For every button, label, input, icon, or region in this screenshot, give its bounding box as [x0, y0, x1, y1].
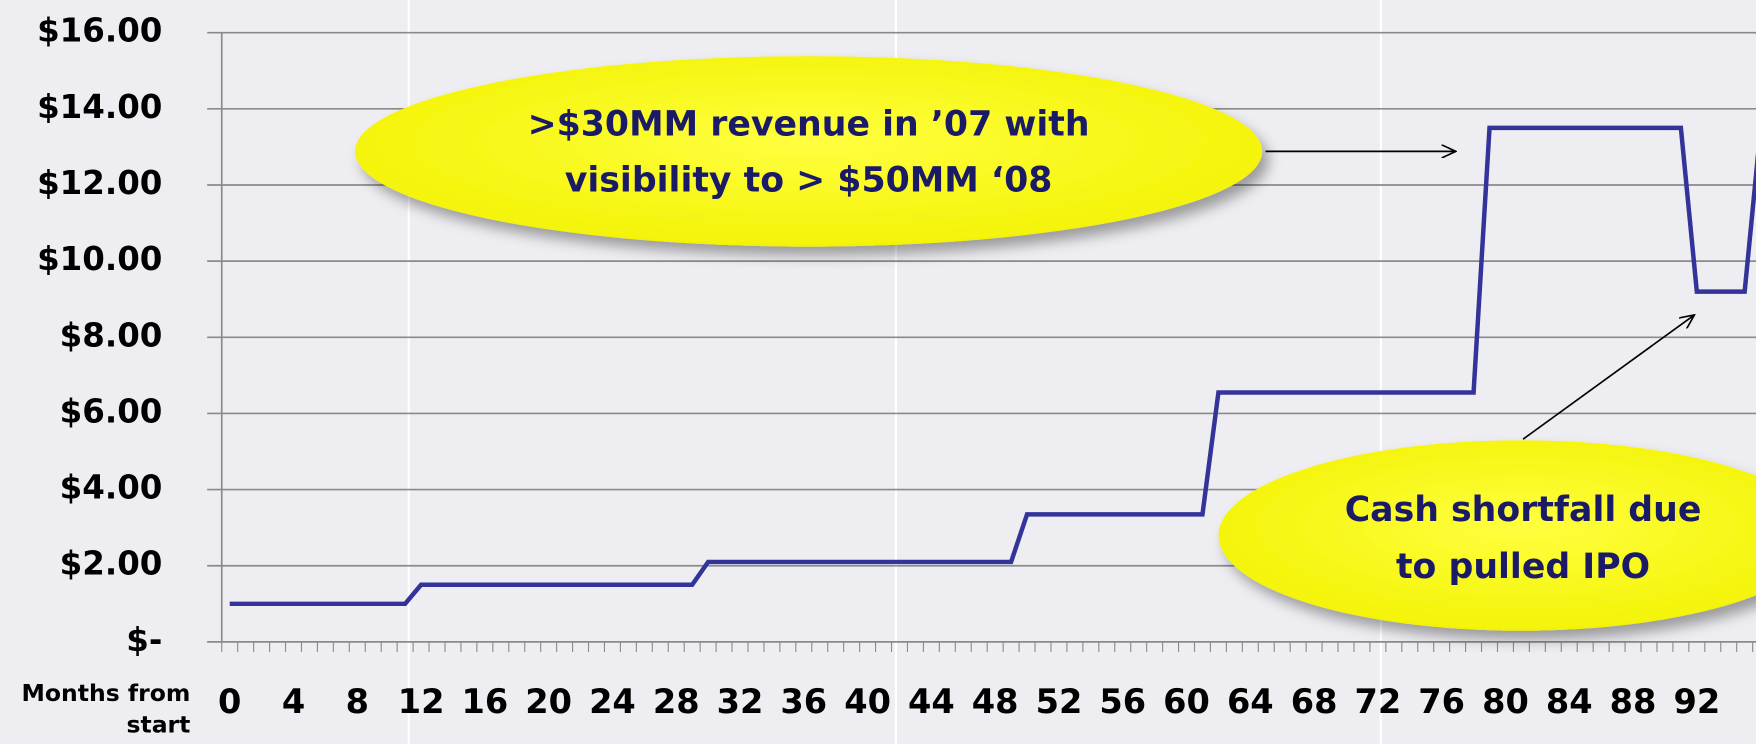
annotations: >$30MM revenue in ’07 with visibility to…	[355, 56, 1756, 631]
x-tick-label: 24	[589, 682, 636, 721]
x-tick-label: 84	[1546, 682, 1593, 721]
callout-text: to pulled IPO	[1396, 547, 1650, 587]
data-line	[229, 125, 1756, 607]
y-tick-label: $6.00	[60, 392, 163, 430]
plot-area: $- $2.00 $4.00 $6.00 $8.00 $10.00 $12.00 $14.00…	[37, 12, 1756, 721]
callout-text: >$30MM revenue in ’07 with	[528, 105, 1090, 145]
y-tick-label: $16.00	[37, 12, 162, 50]
x-tick-label: 76	[1418, 682, 1465, 721]
x-tick-label: 16	[461, 682, 508, 721]
x-tick-label: 40	[844, 682, 891, 721]
x-tick-label: 44	[908, 682, 955, 721]
y-tick-label: $14.00	[37, 88, 162, 126]
x-tick-label: 36	[780, 682, 827, 721]
y-tick-label: $-	[126, 621, 162, 659]
x-tick-label: 88	[1610, 682, 1657, 721]
x-axis-label: start	[126, 710, 190, 738]
callout-text: Cash shortfall due	[1345, 490, 1702, 530]
callout	[1218, 440, 1756, 631]
x-tick-label: 92	[1673, 682, 1720, 721]
y-tick-label: $10.00	[37, 240, 162, 278]
y-tick-label: $2.00	[60, 545, 163, 583]
x-tick-label: 4	[282, 682, 305, 721]
x-tick-label: 64	[1227, 682, 1274, 721]
x-axis-label: Months from	[22, 679, 191, 707]
arrow	[1522, 315, 1694, 440]
y-tick-label: $4.00	[60, 469, 163, 507]
x-tick-label: 8	[346, 682, 369, 721]
x-tick-label: 68	[1291, 682, 1338, 721]
x-tick-label: 12	[398, 682, 445, 721]
x-tick-label: 48	[972, 682, 1019, 721]
x-tick-label: 32	[717, 682, 764, 721]
callout	[355, 56, 1263, 247]
x-tick-label: 72	[1355, 682, 1402, 721]
y-tick-label: $8.00	[60, 316, 163, 354]
x-tick-label: 20	[525, 682, 572, 721]
x-tick-label: 80	[1482, 682, 1529, 721]
y-tick-label: $12.00	[37, 164, 162, 202]
callout-text: visibility to > $50MM ‘08	[565, 161, 1053, 201]
x-tick-label: 52	[1036, 682, 1083, 721]
x-tick-label: 56	[1099, 682, 1146, 721]
x-tick-label: 0	[218, 682, 241, 721]
x-tick-label: 28	[653, 682, 700, 721]
x-tick-label: 60	[1163, 682, 1210, 721]
